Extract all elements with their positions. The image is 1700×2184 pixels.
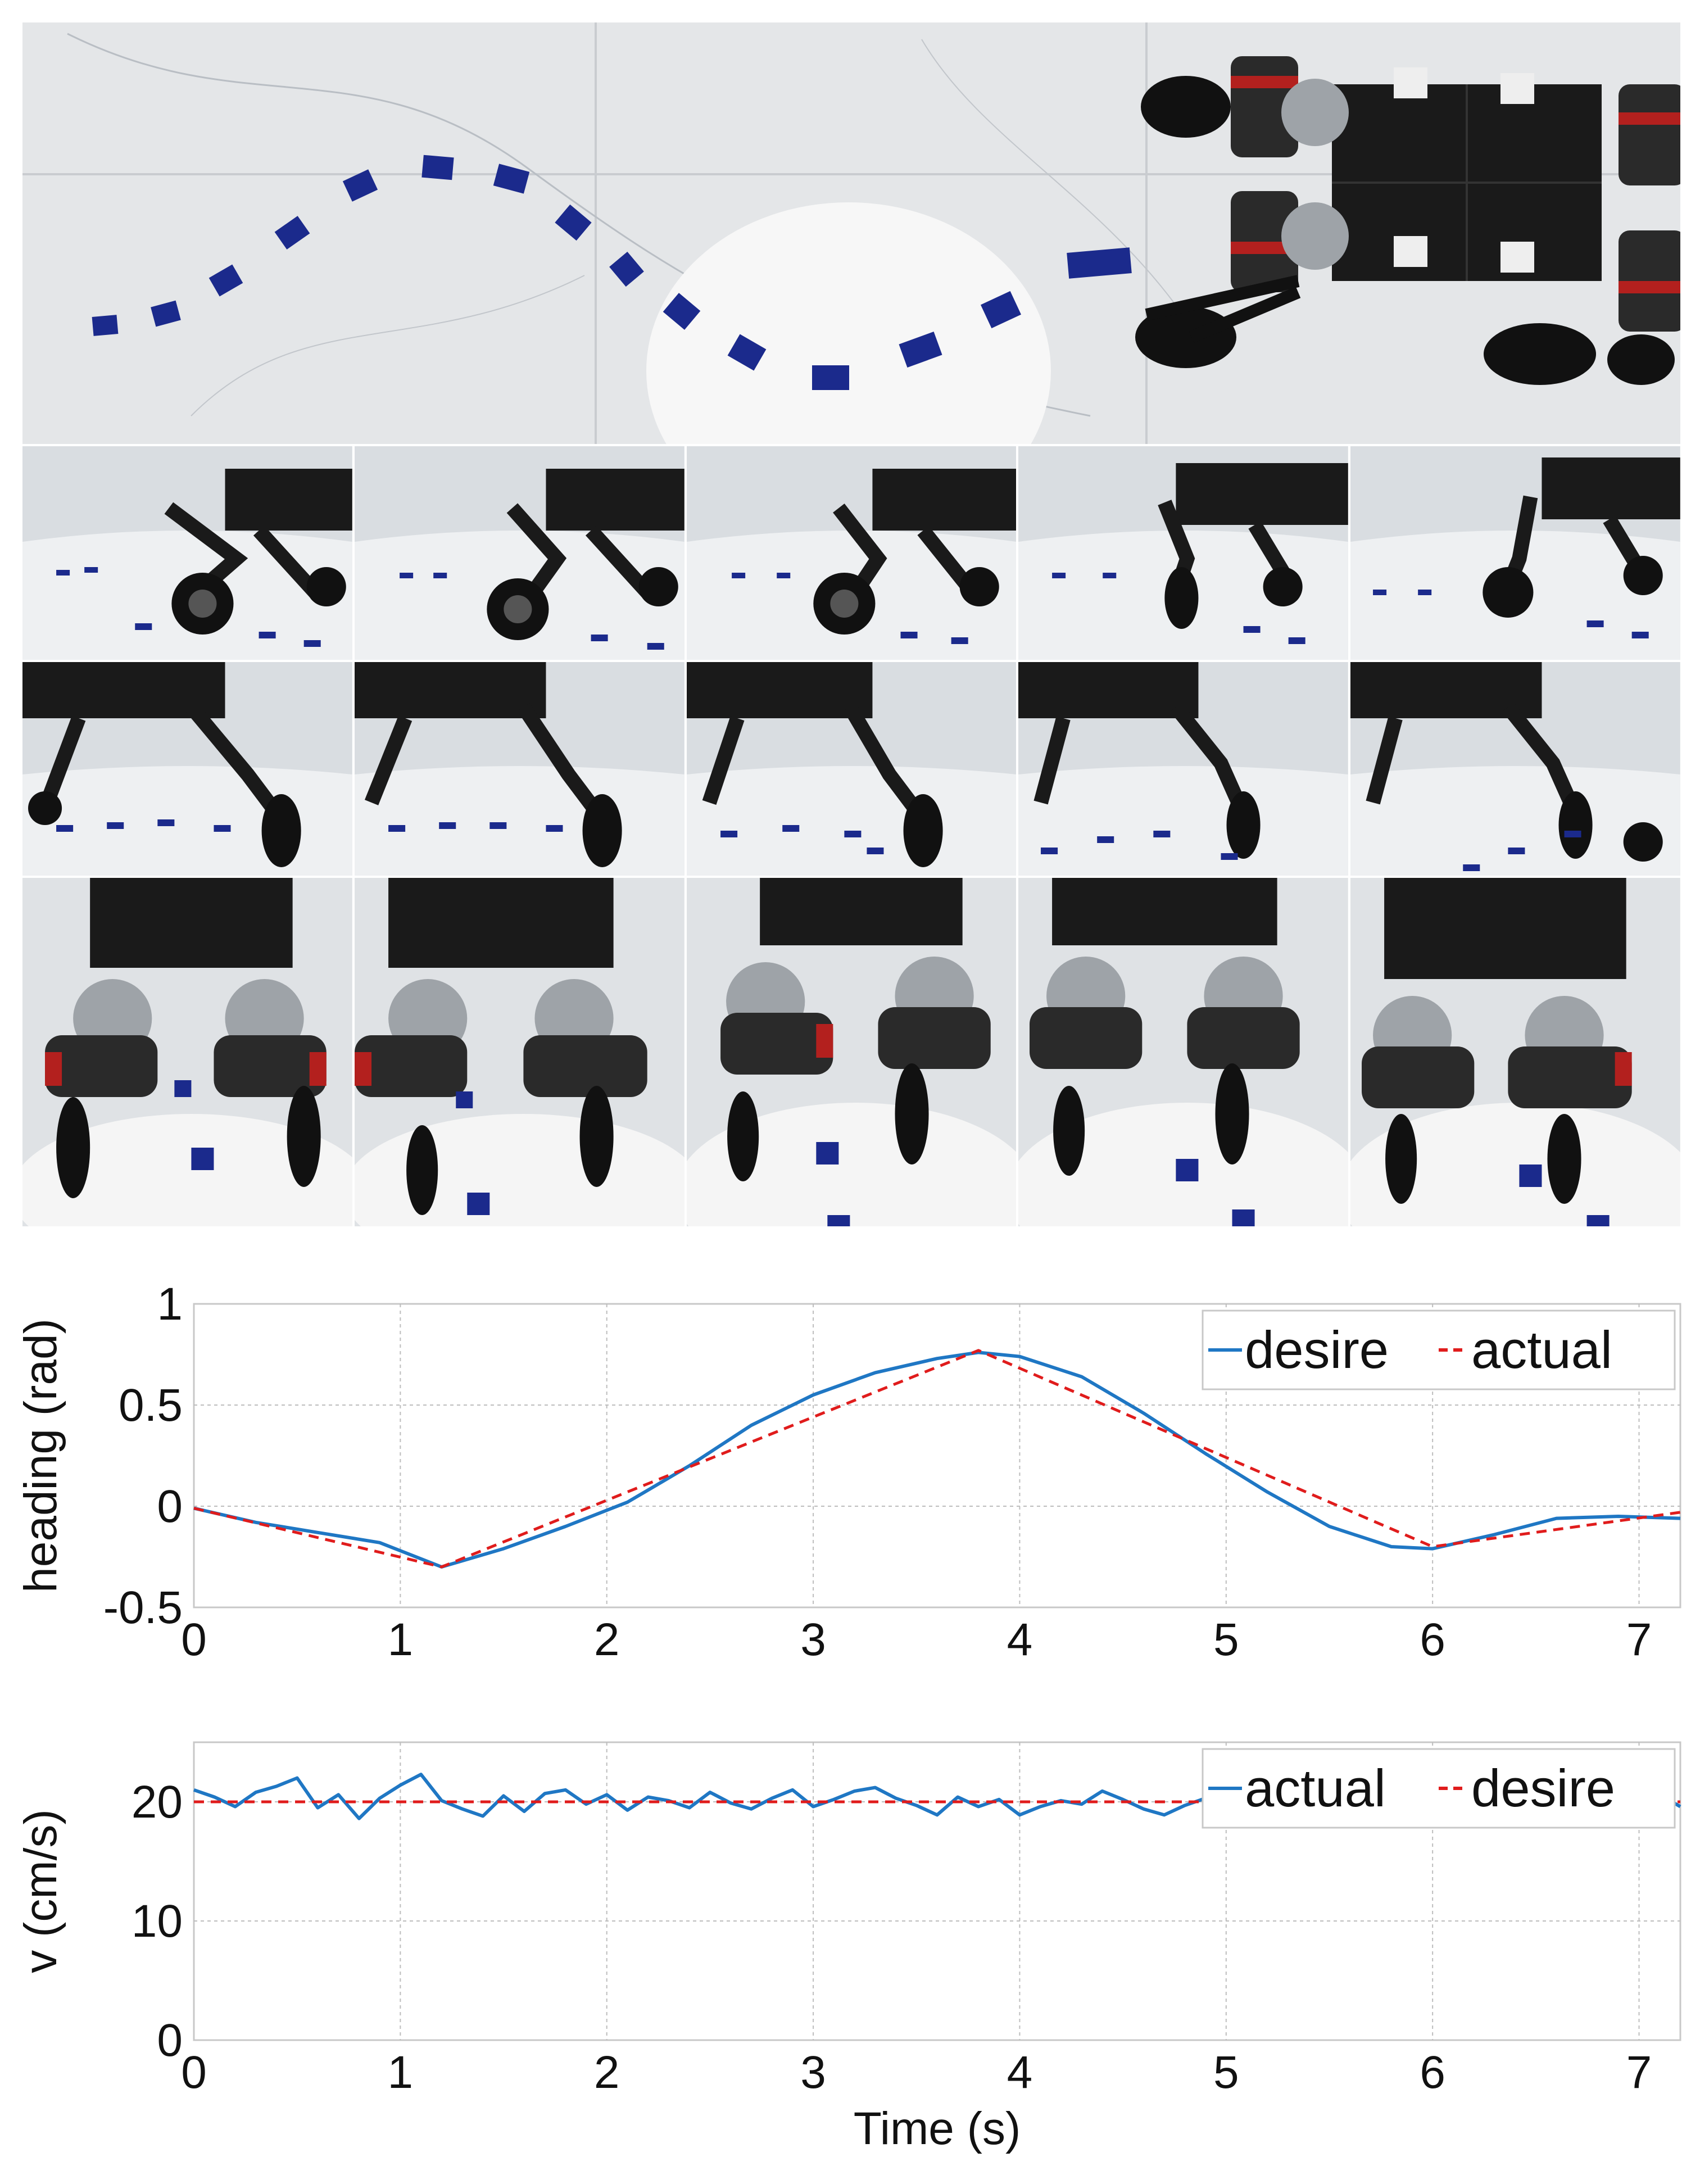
heading-chart-grid: [194, 1304, 1680, 1607]
sequence-photo: [686, 446, 1017, 660]
velocity-chart-legend: actual desire: [1202, 1748, 1676, 1829]
velocity-chart-y-ticks: 0 10 20: [132, 1777, 183, 2066]
x-tick-label: 2: [594, 1614, 620, 1665]
sequence-photo: [354, 662, 684, 876]
y-tick-label: 0.5: [119, 1380, 183, 1431]
sequence-photo: [22, 878, 352, 1226]
y-tick-label: -0.5: [103, 1582, 183, 1633]
x-tick-label: 3: [800, 1614, 826, 1665]
overview-photo: [22, 22, 1680, 444]
series-line-desire: [193, 1351, 1681, 1569]
legend-label-actual: actual: [1245, 1759, 1386, 1818]
sequence-photo: [1018, 662, 1349, 876]
overview-photo-drawing: [22, 22, 1680, 444]
x-tick-label: 6: [1420, 1614, 1445, 1665]
velocity-chart-x-ticks: 0 1 2 3 4 5 6 7: [181, 2047, 1652, 2098]
legend-label-desire: desire: [1471, 1759, 1615, 1818]
y-tick-label: 10: [132, 1896, 183, 1947]
sequence-photo: [1018, 878, 1349, 1226]
x-tick-label: 7: [1626, 1614, 1652, 1665]
y-tick-label: 1: [157, 1279, 183, 1330]
x-tick-label: 0: [181, 2047, 207, 2098]
sequence-photo: [686, 662, 1017, 876]
velocity-chart: 0 1 2 3 4 5 6 7 0 10 20 v (cm/s) Time (s) actual …: [15, 1741, 1681, 2154]
x-tick-label: 4: [1007, 2047, 1033, 2098]
x-tick-label: 7: [1626, 2047, 1652, 2098]
x-tick-label: 1: [388, 1614, 414, 1665]
sequence-row-front: [22, 878, 1680, 1226]
x-tick-label: 0: [181, 1614, 207, 1665]
sequence-row-side-1: [22, 446, 1680, 660]
legend-label-actual: actual: [1471, 1320, 1612, 1379]
x-tick-label: 5: [1213, 2047, 1239, 2098]
sequence-photo: [1350, 878, 1680, 1226]
x-tick-label: 1: [388, 2047, 414, 2098]
y-tick-label: 0: [157, 2015, 183, 2066]
sequence-photo: [1350, 446, 1680, 660]
velocity-chart-x-label: Time (s): [854, 2103, 1021, 2154]
velocity-chart-y-label: v (cm/s): [15, 1809, 66, 1973]
heading-chart-legend: desire actual: [1202, 1310, 1676, 1390]
sequence-photo: [22, 662, 352, 876]
sequence-row-side-2: [22, 662, 1680, 876]
sequence-photo: [22, 446, 352, 660]
sequence-photo: [354, 878, 684, 1226]
x-tick-label: 6: [1420, 2047, 1445, 2098]
series-line-actual: [193, 1349, 1681, 1569]
heading-chart-y-ticks: -0.5 0 0.5 1: [103, 1279, 183, 1633]
y-tick-label: 20: [132, 1777, 183, 1828]
sequence-photo: [354, 446, 684, 660]
x-tick-label: 2: [594, 2047, 620, 2098]
x-tick-label: 5: [1213, 1614, 1239, 1665]
x-tick-label: 4: [1007, 1614, 1033, 1665]
x-tick-label: 3: [800, 2047, 826, 2098]
heading-chart-y-label: heading (rad): [15, 1318, 66, 1593]
sequence-photo: [686, 878, 1017, 1226]
robot-top-view: [1135, 56, 1680, 385]
sequence-photo: [1018, 446, 1349, 660]
legend-label-desire: desire: [1245, 1320, 1389, 1379]
tape-path: [92, 155, 1132, 390]
y-tick-label: 0: [157, 1481, 183, 1532]
heading-chart-x-ticks: 0 1 2 3 4 5 6 7: [181, 1614, 1652, 1665]
heading-chart-series: [193, 1349, 1681, 1569]
sequence-photo: [1350, 662, 1680, 876]
